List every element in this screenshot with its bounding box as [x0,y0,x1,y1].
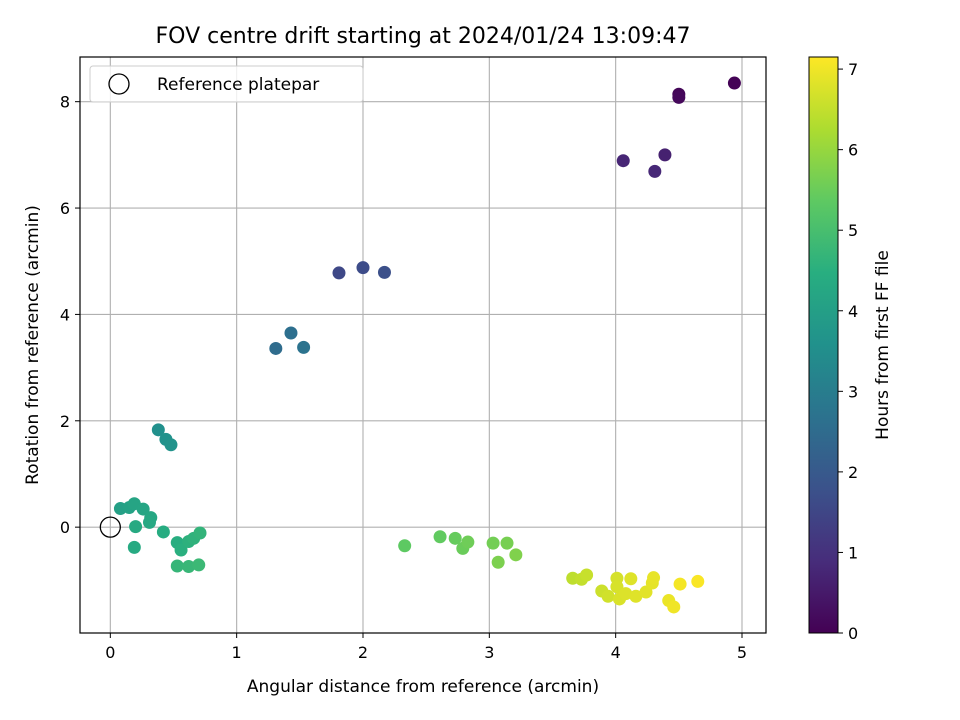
y-ticks: 0 2 4 6 8 [60,93,80,537]
colorbar-ticks: 0 1 2 3 4 5 6 7 [838,60,858,643]
y-tick-label: 4 [60,305,70,324]
reference-layer [99,516,121,538]
data-point [616,154,630,168]
data-point [727,76,741,90]
x-tick-label: 3 [484,643,494,662]
x-tick-label: 2 [358,643,368,662]
colorbar-tick-label: 2 [848,463,858,482]
data-point [648,164,662,178]
data-point [269,341,283,355]
data-point [193,526,207,540]
data-point [127,540,141,554]
data-point [164,438,178,452]
colorbar-tick-label: 4 [848,302,858,321]
data-point [629,589,643,603]
data-point [284,326,298,340]
reference-marker [99,516,121,538]
x-tick-label: 0 [105,643,115,662]
data-point [174,543,188,557]
colorbar-tick-label: 5 [848,221,858,240]
data-point [151,423,165,437]
data-point [509,548,523,562]
data-point [182,560,196,574]
x-tick-label: 4 [611,643,621,662]
x-axis-label: Angular distance from reference (arcmin) [247,677,599,697]
y-tick-label: 6 [60,199,70,218]
data-point [639,585,653,599]
data-point [170,559,184,573]
data-point [332,266,346,280]
y-tick-label: 0 [60,518,70,537]
data-point [377,265,391,279]
x-tick-label: 5 [737,643,747,662]
data-point [156,525,170,539]
colorbar-label: Hours from first FF file [873,250,893,440]
data-point [601,589,615,603]
data-point [658,148,672,162]
colorbar-tick-label: 0 [848,624,858,643]
colorbar-tick-label: 3 [848,382,858,401]
data-point [619,587,633,601]
legend-label: Reference platepar [157,75,319,95]
data-point [500,536,514,550]
data-point [624,572,638,586]
legend-marker [108,73,130,95]
y-tick-label: 2 [60,412,70,431]
y-tick-label: 8 [60,93,70,112]
data-point [610,580,624,594]
chart-title: FOV centre drift starting at 2024/01/24 … [156,24,691,49]
data-point [136,502,150,516]
y-axis-label: Rotation from reference (arcmin) [23,205,43,485]
plot-frame [79,56,767,634]
colorbar-tick-label: 1 [848,543,858,562]
data-point [129,520,143,534]
data-point [486,536,500,550]
data-point [672,90,686,104]
data-point [448,531,462,545]
data-point [297,340,311,354]
colorbar-gradient [808,56,839,634]
points-layer [113,76,741,614]
data-point [398,539,412,553]
data-point [461,535,475,549]
colorbar-tick-label: 7 [848,60,858,79]
data-point [691,574,705,588]
x-tick-label: 1 [232,643,242,662]
data-point [580,568,594,582]
data-point [142,515,156,529]
data-point [673,577,687,591]
data-point [491,555,505,569]
legend: Reference platepar [89,65,364,103]
data-point [667,600,681,614]
data-point [433,530,447,544]
colorbar: 0 1 2 3 4 5 6 7 Hours from first FF file [808,56,893,643]
data-point [356,261,370,275]
x-ticks: 0 1 2 3 4 5 [105,633,747,662]
data-point [192,558,206,572]
colorbar-tick-label: 6 [848,141,858,160]
legend-box [89,65,364,103]
data-point [647,571,661,585]
